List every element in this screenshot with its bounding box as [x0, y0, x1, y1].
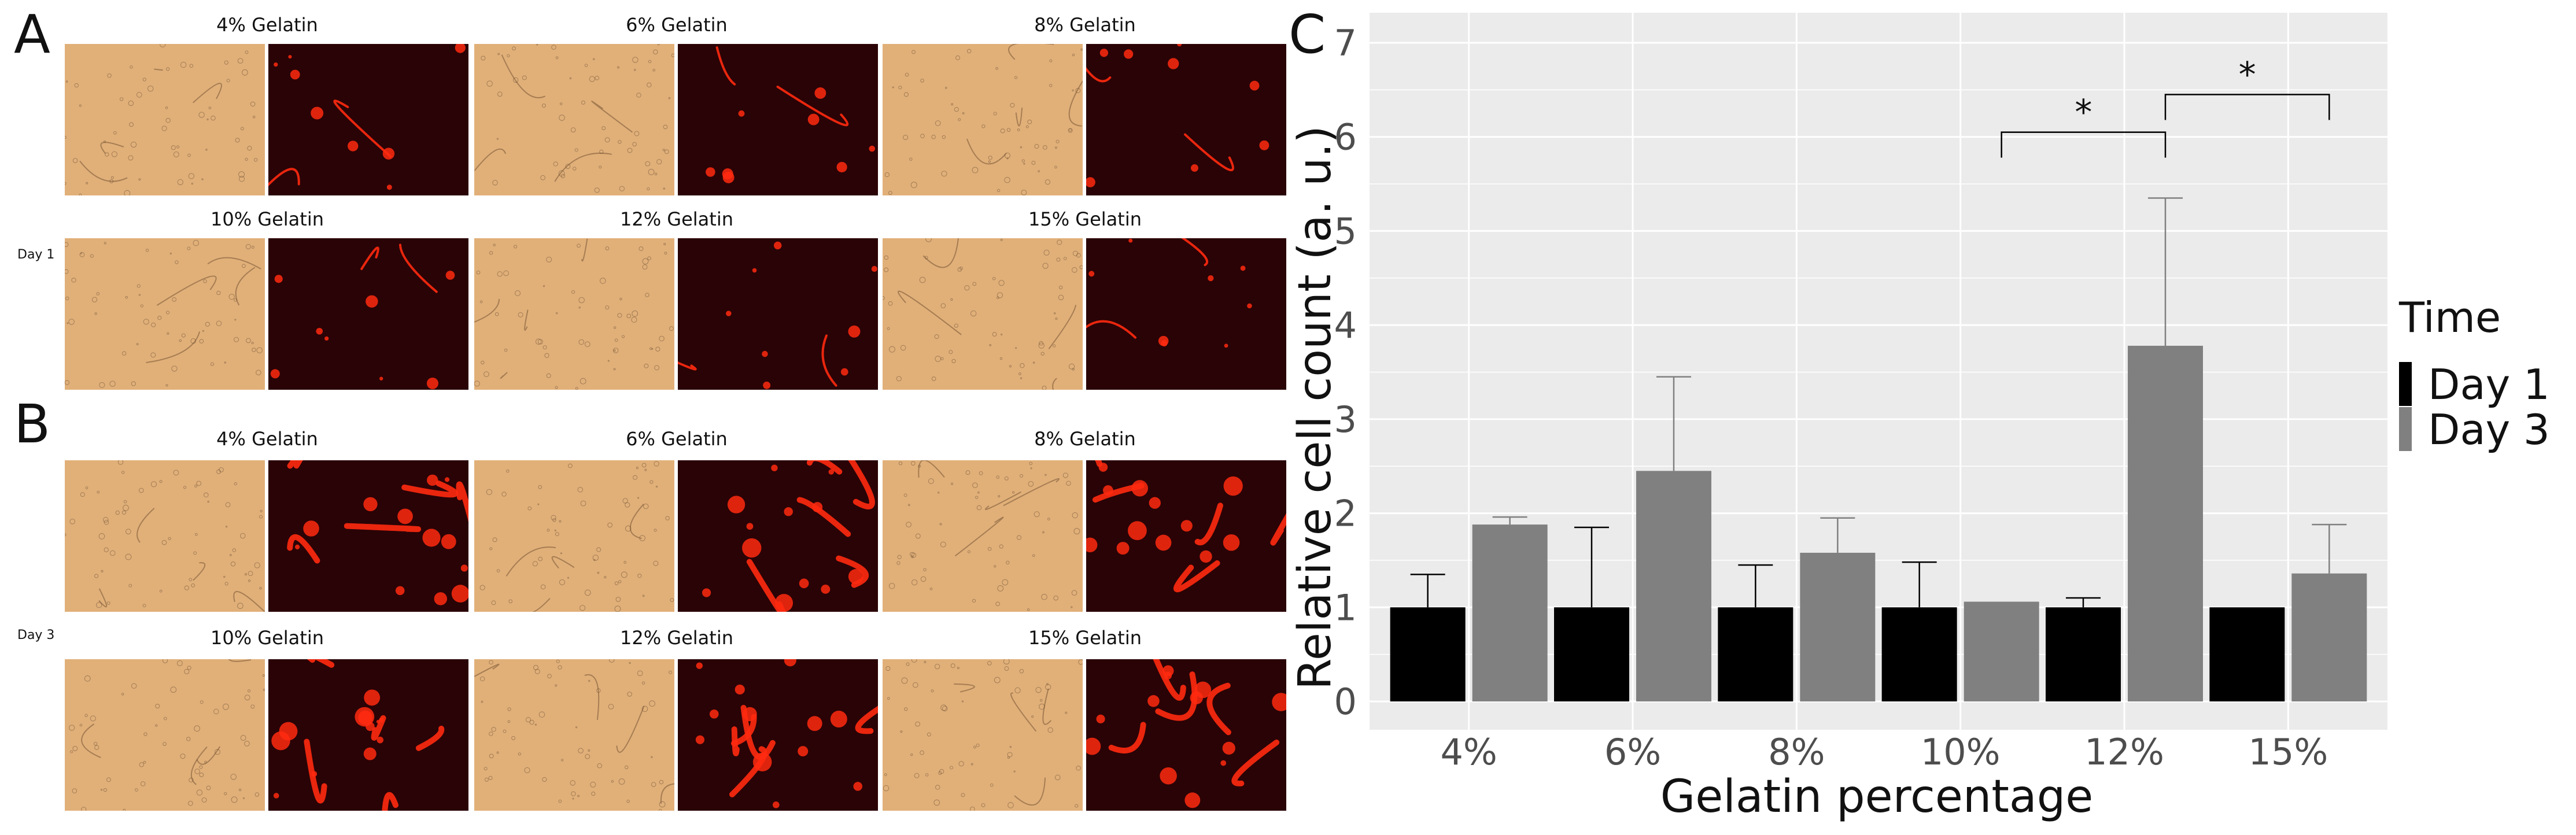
micrograph-title: 10% Gelatin — [211, 208, 324, 230]
panel-letter-c: C — [1289, 3, 1326, 65]
bar-day-1 — [2046, 607, 2121, 701]
y-tick-label: 0 — [1334, 681, 1357, 723]
y-tick-label: 3 — [1334, 398, 1357, 441]
significance-label: * — [2075, 93, 2092, 133]
bar-day-3 — [1472, 524, 1548, 701]
panel-letter-b: B — [14, 393, 51, 455]
bar-day-3 — [1800, 552, 1876, 701]
significance-bracket — [2164, 94, 2330, 120]
bar-day-3 — [1636, 471, 1711, 701]
y-tick-label: 7 — [1334, 22, 1357, 64]
fluorescence-image — [268, 238, 468, 390]
micrograph-title: 15% Gelatin — [1028, 208, 1142, 230]
legend-swatch-day1 — [2399, 362, 2412, 406]
micrograph-title: 8% Gelatin — [1034, 14, 1136, 36]
brightfield-image — [65, 238, 265, 390]
fluorescence-image — [1086, 460, 1286, 612]
day-label-b: Day 3 — [17, 628, 55, 642]
y-tick-label: 1 — [1334, 586, 1357, 629]
x-tick-label: 15% — [2248, 731, 2328, 773]
brightfield-image — [474, 44, 674, 195]
brightfield-image — [474, 659, 674, 811]
fluorescence-image — [678, 659, 878, 811]
micrograph-title: 4% Gelatin — [216, 428, 318, 450]
fluorescence-image — [678, 44, 878, 195]
x-tick-label: 8% — [1768, 731, 1825, 773]
bar-day-3 — [2128, 345, 2203, 701]
micrograph-title: 12% Gelatin — [620, 627, 733, 649]
legend-title: Time — [2398, 293, 2501, 342]
bar-day-3 — [2291, 573, 2367, 701]
micrograph-title: 8% Gelatin — [1034, 428, 1136, 450]
fluorescence-image — [678, 460, 878, 612]
bar-day-1 — [2209, 607, 2285, 701]
micrograph-title: 12% Gelatin — [620, 208, 733, 230]
brightfield-image — [883, 238, 1083, 390]
micrograph-title: 6% Gelatin — [626, 14, 728, 36]
fluorescence-image — [1086, 238, 1286, 390]
fluorescence-image — [268, 659, 468, 811]
brightfield-image — [65, 659, 265, 811]
x-tick-label: 12% — [2084, 731, 2164, 773]
y-tick-label: 5 — [1334, 210, 1357, 252]
bar-day-1 — [1554, 607, 1629, 701]
y-tick-label: 2 — [1334, 493, 1357, 535]
x-axis-label: Gelatin percentage — [1660, 771, 2093, 823]
micrograph-title: 10% Gelatin — [211, 627, 324, 649]
brightfield-image — [65, 44, 265, 195]
x-tick-label: 6% — [1604, 731, 1661, 773]
brightfield-image — [474, 460, 674, 612]
significance-label: * — [2239, 54, 2256, 95]
brightfield-image — [65, 460, 265, 612]
significance-bracket — [2001, 131, 2167, 158]
legend-label-day3: Day 3 — [2428, 405, 2550, 454]
brightfield-image — [474, 238, 674, 390]
brightfield-image — [883, 460, 1083, 612]
day-label-a: Day 1 — [17, 247, 55, 262]
fluorescence-image — [268, 44, 468, 195]
y-axis-label: Relative cell count (a. u.) — [1289, 125, 1341, 690]
fluorescence-image — [678, 238, 878, 390]
micrograph-title: 4% Gelatin — [216, 14, 318, 36]
y-tick-label: 6 — [1334, 116, 1357, 158]
legend-swatch-day3 — [2399, 407, 2412, 451]
micrograph-title: 15% Gelatin — [1028, 627, 1142, 649]
fluorescence-image — [1086, 659, 1286, 811]
bar-day-1 — [1881, 607, 1957, 701]
x-tick-label: 10% — [1921, 731, 2001, 773]
y-tick-label: 4 — [1334, 304, 1357, 346]
panel-letter-a: A — [14, 3, 50, 65]
bar-day-1 — [1390, 607, 1466, 701]
micrograph-title: 6% Gelatin — [626, 428, 728, 450]
x-tick-label: 4% — [1440, 731, 1497, 773]
bar-day-1 — [1718, 607, 1793, 701]
bar-day-3 — [1964, 601, 2039, 701]
legend-label-day1: Day 1 — [2428, 360, 2550, 409]
fluorescence-image — [268, 460, 468, 612]
fluorescence-image — [1086, 44, 1286, 195]
brightfield-image — [883, 659, 1083, 811]
brightfield-image — [883, 44, 1083, 195]
